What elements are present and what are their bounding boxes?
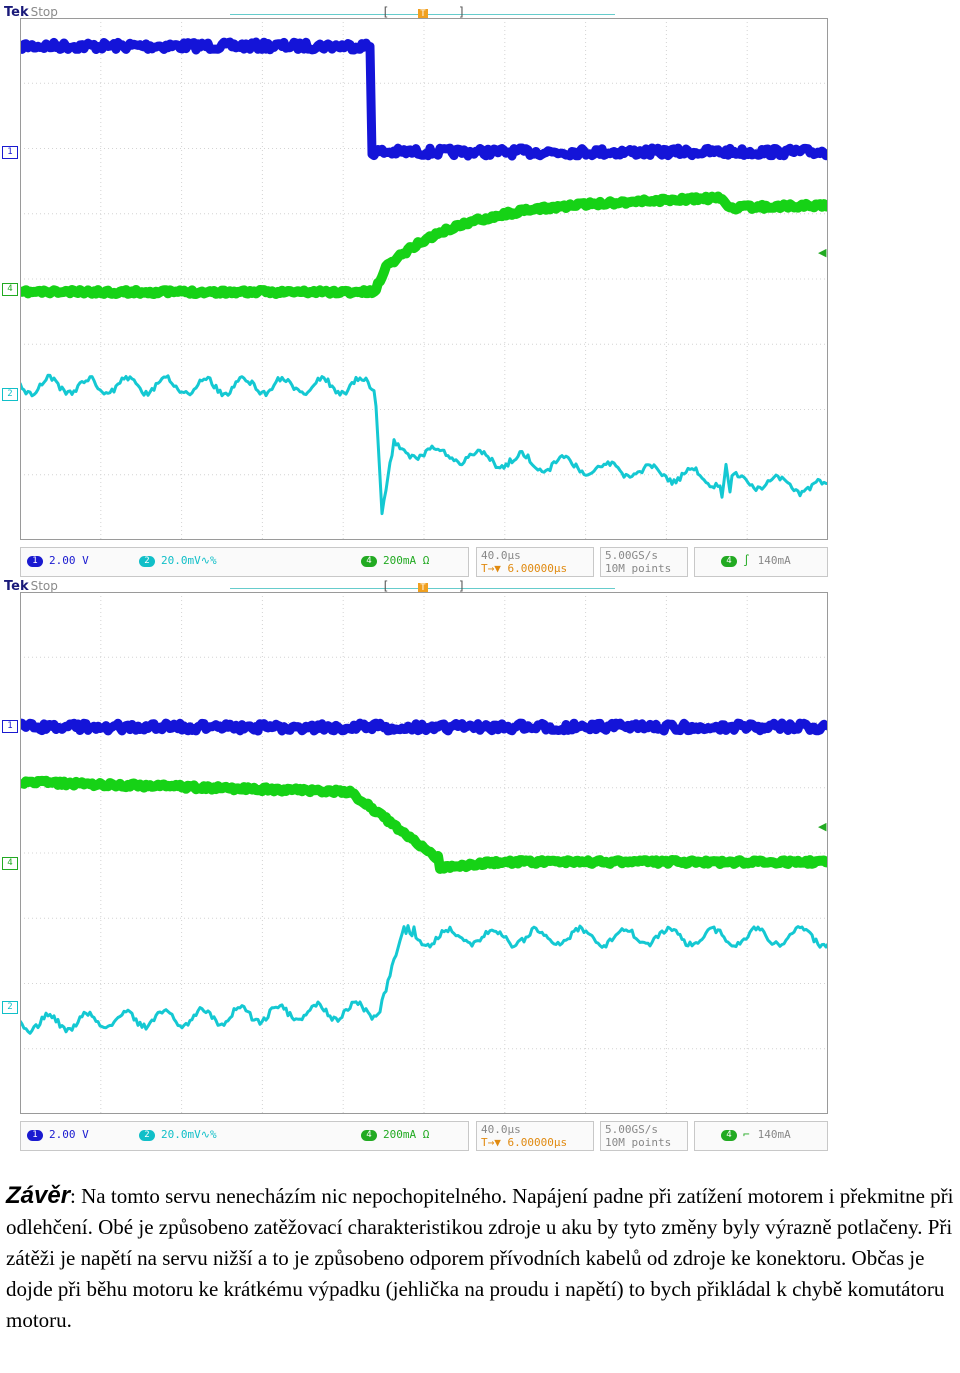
trigger-position: T→▼ 6.00000µs [481, 562, 568, 575]
ch4-ground-marker: 4 [2, 857, 18, 870]
ch1-scale: 2.00 V [49, 554, 89, 567]
record-view-bracket-right: ] [458, 579, 466, 593]
ch2-scale: 20.0mV [161, 554, 201, 567]
ch1-ground-marker: 1 [2, 146, 18, 159]
trigger-level: 140mA [757, 554, 791, 567]
tek-logo: Tek Stop [4, 5, 58, 20]
waveform-display [20, 18, 828, 540]
ch1-chip: 1 [27, 1129, 43, 1141]
trigger-readout: 4 ⌐ 140mA [694, 1121, 828, 1151]
tek-logo: Tek Stop [4, 579, 58, 594]
conclusion-paragraph: Závěr: Na tomto servu nenecházím nic nep… [6, 1180, 956, 1336]
trigger-source-chip: 4 [721, 555, 737, 567]
timebase-readout: 40.0µs T→▼ 6.00000µs [476, 547, 594, 577]
time-per-div: 40.0µs [481, 549, 521, 562]
ch4-current-trace [20, 775, 828, 874]
ch4-chip: 4 [361, 555, 377, 567]
ch4-scale: 200mA Ω [383, 1128, 430, 1141]
ch2-ground-marker: 2 [2, 388, 18, 401]
trigger-level-arrow-icon: ◀ [818, 246, 827, 259]
timebase-readout: 40.0µs T→▼ 6.00000µs [476, 1121, 594, 1151]
ch2-ground-marker: 2 [2, 1001, 18, 1014]
ch1-voltage-trace [20, 37, 828, 161]
channel-readout: 1 2.00 V 2 20.0mV∿% 4 200mA Ω [20, 547, 469, 577]
ch1-ground-marker: 1 [2, 720, 18, 733]
sample-rate: 5.00GS/s [605, 549, 658, 562]
ch1-scale: 2.00 V [49, 1128, 89, 1141]
trigger-slope-icon: ∫ [743, 554, 750, 567]
trigger-source-chip: 4 [721, 1129, 737, 1141]
acquisition-readout: 5.00GS/s 10M points [600, 547, 688, 577]
ch1-voltage-trace [20, 718, 828, 736]
trigger-slope-icon: ⌐ [743, 1128, 750, 1141]
record-view-bracket-left: [ [382, 579, 390, 593]
conclusion-text: : Na tomto servu nenecházím nic nepochop… [6, 1184, 954, 1332]
sample-rate: 5.00GS/s [605, 1123, 658, 1136]
trigger-position-icon: T [418, 9, 428, 19]
ch2-scale: 20.0mV [161, 1128, 201, 1141]
conclusion-heading: Závěr [6, 1182, 71, 1209]
scope-screen-2: Tek Stop [ ] T T 1 4 2 ◀ 1 2.00 V 2 20.0mV∿… [0, 574, 840, 1159]
channel-readout: 1 2.00 V 2 20.0mV∿% 4 200mA Ω [20, 1121, 469, 1151]
waveform-display [20, 592, 828, 1114]
trigger-level-arrow-icon: ◀ [818, 820, 827, 833]
trigger-level: 140mA [757, 1128, 791, 1141]
scope-screen-1: Tek Stop [ ] T T 1 4 2 ◀ 1 2.00 V 2 20.0mV∿… [0, 0, 840, 585]
record-length: 10M points [605, 562, 672, 575]
ch1-chip: 1 [27, 555, 43, 567]
time-per-div: 40.0µs [481, 1123, 521, 1136]
ch2-ripple-trace [20, 373, 828, 516]
trigger-position: T→▼ 6.00000µs [481, 1136, 568, 1149]
ch4-scale: 200mA Ω [383, 554, 430, 567]
traces [20, 718, 828, 1035]
ch4-current-trace [20, 191, 828, 299]
graticule [20, 18, 828, 540]
ch2-chip: 2 [139, 1129, 155, 1141]
bandwidth-limit-icon: ∿% [200, 554, 217, 567]
acquisition-status: Stop [30, 579, 58, 593]
record-view-bracket-left: [ [382, 5, 390, 19]
trigger-position-icon: T [418, 583, 428, 593]
acquisition-readout: 5.00GS/s 10M points [600, 1121, 688, 1151]
record-length: 10M points [605, 1136, 672, 1149]
ch2-chip: 2 [139, 555, 155, 567]
ch2-ripple-trace [20, 924, 828, 1035]
ch4-chip: 4 [361, 1129, 377, 1141]
acquisition-status: Stop [30, 5, 58, 19]
record-view-bracket-right: ] [458, 5, 466, 19]
bandwidth-limit-icon: ∿% [200, 1128, 217, 1141]
ch4-ground-marker: 4 [2, 283, 18, 296]
trigger-readout: 4 ∫ 140mA [694, 547, 828, 577]
traces [20, 37, 828, 516]
